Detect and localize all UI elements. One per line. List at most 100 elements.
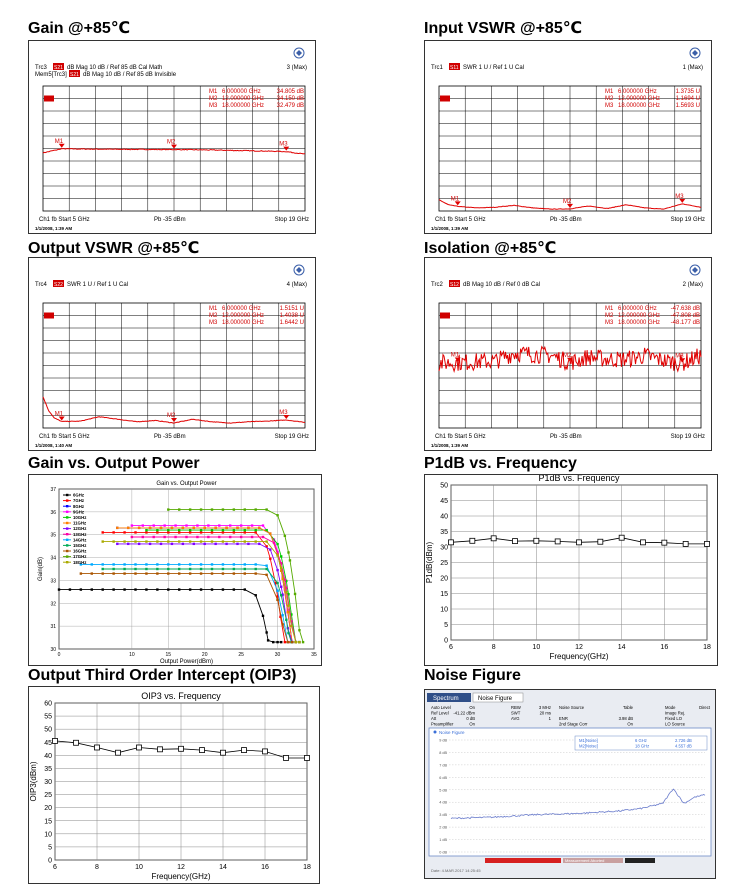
data-point-9ghz <box>152 524 155 527</box>
rs-logo-icon <box>689 264 701 276</box>
nf-setting: Auto Level <box>431 705 451 710</box>
rs-logo-mark <box>692 50 698 56</box>
legend-marker <box>66 533 69 536</box>
nf-setting: Ref Level <box>431 711 449 716</box>
data-point-18ghz <box>232 540 236 543</box>
vna-marker-freq: 12.000000 GHz <box>222 313 264 319</box>
nf-setting: Att <box>431 716 437 721</box>
data-point <box>199 747 205 753</box>
data-point <box>448 539 454 546</box>
y-tick-label: 40 <box>440 514 448 521</box>
data-point-6ghz <box>101 588 104 591</box>
data-point-17ghz <box>178 508 181 511</box>
data-point-10ghz <box>210 528 214 532</box>
data-point-13ghz <box>130 535 134 539</box>
data-point-9ghz <box>218 524 221 527</box>
legend-label: 8GHz <box>73 504 84 509</box>
vna-marker-freq: 6.000000 GHz <box>618 89 657 95</box>
title-p1db: P1dB vs. Frequency <box>424 455 577 472</box>
data-point-18ghz <box>167 540 170 543</box>
data-point <box>304 755 310 761</box>
vna-marker-tag: M3 <box>675 194 684 200</box>
y-tick-label: 35 <box>440 529 448 536</box>
nf-setting: Mode <box>665 705 676 710</box>
data-point-14ghz <box>199 563 203 566</box>
vna-date: 1/1/2008, 1:40 AM <box>35 443 72 448</box>
nf-status-red <box>485 858 561 863</box>
vna-ref-marker <box>44 95 54 102</box>
data-point-12ghz <box>127 542 130 546</box>
data-point <box>52 738 58 744</box>
vna-marker-triangle <box>679 358 686 363</box>
data-point-17ghz <box>301 640 305 644</box>
data-point-16ghz <box>276 598 279 602</box>
data-point-16ghz <box>254 572 257 575</box>
data-point <box>283 755 289 761</box>
series-line-9ghz <box>131 525 296 643</box>
data-point-7ghz <box>283 640 287 644</box>
data-point-17ghz <box>298 629 301 632</box>
data-point-17ghz <box>276 514 279 517</box>
nf-y-tick: 0 dB <box>439 851 447 855</box>
data-point-11ghz <box>225 526 228 530</box>
data-point <box>640 539 646 546</box>
data-point-7ghz <box>123 531 126 534</box>
data-point <box>618 534 625 541</box>
data-point-16ghz <box>90 572 93 575</box>
vna-marker-freq: 18.000000 GHz <box>222 103 264 109</box>
vna-footer-start: Ch1 fb Start 5 GHz <box>435 217 486 223</box>
data-point-10ghz <box>221 528 225 532</box>
y-tick-label: 60 <box>44 701 52 708</box>
data-point-11ghz <box>159 526 163 530</box>
data-point <box>136 744 142 751</box>
tab-spectrum-bg <box>427 693 471 702</box>
data-point <box>241 747 247 753</box>
data-point-10ghz <box>145 528 148 532</box>
data-point-18ghz <box>254 540 257 543</box>
vna-badge: S21 <box>54 65 63 71</box>
legend-marker <box>66 538 69 541</box>
data-point-7ghz <box>210 531 214 534</box>
vna-trace-line <box>42 396 305 424</box>
data-point-11ghz <box>247 526 250 530</box>
x-tick-label: 35 <box>311 652 317 658</box>
nf-y-tick: 5 dB <box>439 788 447 792</box>
data-point-18ghz <box>280 566 283 570</box>
data-point-6ghz <box>254 594 257 597</box>
data-point-13ghz <box>218 535 221 539</box>
data-point-15ghz <box>112 567 115 571</box>
data-point-10ghz <box>199 528 203 532</box>
vna-trace-id: 3 (Max) <box>287 65 307 71</box>
vna-marker-triangle <box>567 357 573 362</box>
data-point-10ghz <box>167 528 170 532</box>
data-point-15ghz <box>276 581 279 585</box>
data-point-11ghz <box>148 526 152 530</box>
legend-label: 11GHz <box>73 521 86 526</box>
rs-logo-mark <box>296 267 302 273</box>
chart-title: OIP3 vs. Frequency <box>141 691 221 701</box>
data-point-15ghz <box>199 567 203 571</box>
tab-spectrum: Spectrum <box>433 696 459 702</box>
tab-noise-figure: Noise Figure <box>478 696 513 702</box>
data-point-14ghz <box>254 563 257 566</box>
data-point-9ghz <box>283 588 287 591</box>
oip3-panel: OIP3 vs. Frequency 6 8 10 12 14 16 18 0 5 10 15 20 25… <box>28 686 320 884</box>
y-tick-label: 37 <box>50 487 56 493</box>
data-point-18ghz <box>287 604 290 607</box>
data-point-12ghz <box>225 542 228 546</box>
data-point-16ghz <box>178 572 181 575</box>
vna-footer-start: Ch1 fb Start 5 GHz <box>39 434 90 440</box>
data-point-12ghz <box>276 568 279 572</box>
data-point-11ghz <box>236 526 239 530</box>
data-point-10ghz <box>265 528 268 532</box>
data-point-14ghz <box>178 563 181 566</box>
rs-logo-icon <box>293 47 305 59</box>
data-point-7ghz <box>145 531 148 534</box>
data-point-10ghz <box>188 528 192 532</box>
data-point-9ghz <box>174 524 177 527</box>
data-point-6ghz <box>123 588 126 591</box>
title-noise-figure: Noise Figure <box>424 667 521 684</box>
data-point-6ghz <box>112 588 115 591</box>
vna-ref-marker <box>440 95 450 102</box>
vna-trace-label-2: Mem5[Trc3] <box>35 72 67 78</box>
